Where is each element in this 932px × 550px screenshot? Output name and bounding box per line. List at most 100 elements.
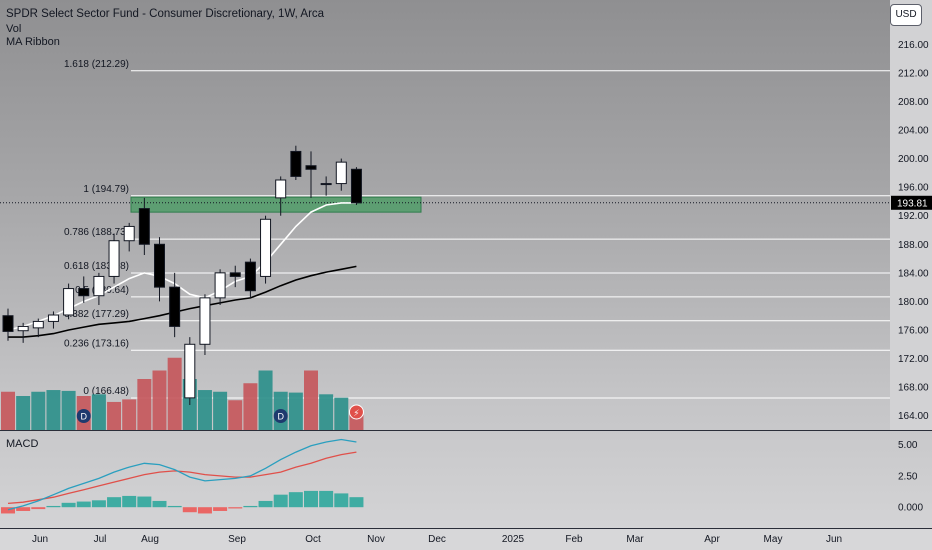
indicator-vol-label[interactable]: Vol: [6, 23, 22, 35]
time-axis-label: Nov: [367, 534, 385, 545]
price-tick-label: 216.00: [898, 40, 929, 51]
candle-body: [244, 261, 256, 292]
candle-body: [275, 179, 287, 199]
time-axis-label: May: [764, 534, 783, 545]
candle-body: [47, 314, 59, 322]
candle-body: [214, 272, 226, 299]
price-tick-label: 168.00: [898, 383, 929, 394]
macd-histogram-bar: [46, 505, 61, 508]
macd-line: [7, 438, 357, 511]
dividend-marker-icon: [273, 409, 288, 423]
macd-histogram-bar: [76, 501, 91, 508]
volume-bar: [334, 397, 349, 430]
price-tick-label: 196.00: [898, 183, 929, 194]
macd-pane-label: MACD: [6, 438, 39, 450]
macd-histogram-bar: [16, 507, 31, 511]
volume-bar: [167, 357, 182, 430]
time-axis-label: Jul: [94, 534, 107, 545]
volume-bar: [243, 383, 258, 430]
candle-body: [108, 240, 120, 277]
macd-histogram-bar: [91, 500, 106, 508]
candle-body: [199, 297, 211, 345]
candle-body: [305, 165, 317, 170]
time-axis-bg: [0, 529, 932, 550]
macd-histogram-bar: [288, 492, 303, 508]
earnings-flash-icon: [348, 404, 364, 420]
volume-bar: [152, 370, 167, 430]
volume-bar: [122, 399, 137, 430]
volume-bar: [319, 394, 334, 430]
price-tick-label: 200.00: [898, 154, 929, 165]
macd-histogram-bar: [213, 507, 228, 511]
macd-histogram-bar: [167, 505, 182, 508]
last-price-value: 193.81: [897, 198, 928, 209]
macd-tick-label: 0.000: [898, 503, 923, 514]
price-axis-bg: [890, 0, 932, 430]
macd-tick-label: 5.00: [898, 440, 918, 451]
macd-signal-line: [7, 451, 357, 505]
macd-histogram-bar: [197, 507, 212, 514]
candle-body: [184, 343, 196, 399]
candle-body: [290, 150, 302, 177]
candle-body: [17, 325, 29, 332]
volume-bar: [107, 401, 122, 430]
macd-histogram-bar: [152, 500, 167, 508]
price-tick-label: 204.00: [898, 126, 929, 137]
symbol-title: SPDR Select Sector Fund - Consumer Discr…: [6, 8, 325, 20]
macd-histogram-bar: [258, 500, 273, 508]
candle-body: [2, 315, 14, 332]
price-tick-label: 212.00: [898, 68, 929, 79]
earnings-flash-glyph: ⚡: [353, 409, 359, 419]
fib-level-label: 0.786 (188.73): [64, 227, 129, 238]
macd-histogram-bar: [243, 505, 258, 508]
macd-histogram-bar: [349, 497, 364, 508]
volume-bar: [137, 379, 152, 430]
fib-level-label: 0.236 (173.16): [64, 338, 129, 349]
volume-bar: [258, 370, 273, 430]
macd-tick-label: 2.50: [898, 471, 918, 482]
ma-ribbon-long-line: [8, 265, 357, 338]
time-axis-label: Aug: [141, 534, 159, 545]
fib-level-label: 1 (194.79): [83, 184, 129, 195]
volume-bar: [304, 370, 318, 430]
fib-level-label: 0.618 (183.98): [64, 261, 129, 272]
fib-level-label: 0 (166.48): [83, 386, 129, 397]
macd-histogram-bar: [137, 496, 152, 508]
macd-histogram-bar: [319, 490, 334, 508]
volume-bar: [197, 390, 212, 430]
indicator-ma-ribbon-label[interactable]: MA Ribbon: [6, 36, 60, 48]
candle-body: [320, 183, 332, 186]
fib-zone-box: [130, 196, 422, 213]
volume-bar: [288, 392, 303, 430]
volume-bar: [213, 391, 228, 430]
candle-body: [93, 275, 105, 297]
volume-bar: [31, 391, 46, 430]
last-price-badge: [891, 195, 932, 210]
candle-body: [350, 168, 362, 204]
candle-body: [169, 286, 181, 327]
macd-histogram-bar: [334, 493, 349, 508]
time-axis-label: Apr: [704, 534, 720, 545]
candle-body: [138, 208, 150, 245]
candle-body: [154, 243, 165, 288]
dividend-marker-icon: [76, 409, 91, 423]
price-tick-label: 184.00: [898, 268, 929, 279]
macd-histogram-bar: [304, 490, 318, 508]
time-axis-label: Feb: [565, 534, 583, 545]
volume-bar: [228, 400, 243, 430]
time-axis-label: Jun: [32, 534, 48, 545]
time-axis-label: Jun: [826, 534, 842, 545]
price-tick-label: 172.00: [898, 354, 929, 365]
candle-body: [260, 218, 272, 277]
volume-bar: [16, 396, 31, 430]
currency-button[interactable]: USD: [890, 4, 922, 26]
price-tick-label: 188.00: [898, 240, 929, 251]
volume-bar: [46, 390, 61, 430]
macd-histogram-bar: [122, 495, 137, 508]
price-tick-label: 208.00: [898, 97, 929, 108]
candle-body: [63, 288, 75, 316]
time-axis-label: 2025: [502, 534, 525, 545]
macd-histogram-bar: [107, 497, 122, 508]
